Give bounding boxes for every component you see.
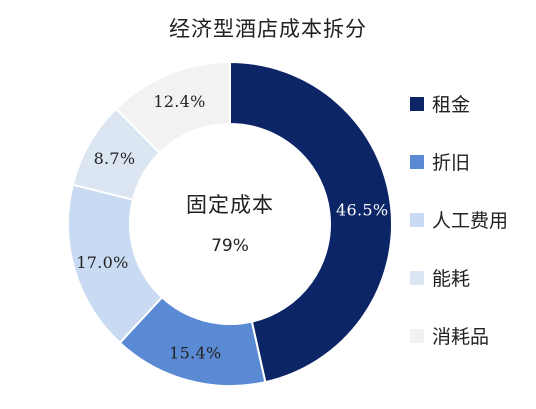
legend-swatch-4 <box>410 329 424 343</box>
slice-label-2: 17.0% <box>76 253 128 272</box>
slice-label-1: 15.4% <box>169 343 221 362</box>
legend-label-4: 消耗品 <box>432 326 489 348</box>
legend-label-3: 能耗 <box>432 268 470 290</box>
legend-item-0: 租金 <box>410 94 470 116</box>
legend-item-1: 折旧 <box>410 152 470 174</box>
legend-swatch-0 <box>410 97 424 111</box>
slice-labels-group: 46.5% 15.4% 17.0% 8.7% 12.4% <box>76 92 388 362</box>
slice-0 <box>229 60 393 384</box>
chart-title: 经济型酒店成本拆分 <box>169 17 367 41</box>
slice-label-3: 8.7% <box>94 149 136 168</box>
legend-swatch-2 <box>410 213 424 227</box>
center-title: 固定成本 <box>186 193 274 217</box>
center-value: 79% <box>211 236 249 256</box>
slice-label-4: 12.4% <box>153 92 205 111</box>
legend-label-0: 租金 <box>432 94 470 116</box>
slice-4 <box>114 60 231 155</box>
legend-label-1: 折旧 <box>432 152 470 174</box>
legend-label-2: 人工费用 <box>432 210 508 232</box>
legend-item-3: 能耗 <box>410 268 470 290</box>
legend-item-4: 消耗品 <box>410 326 489 348</box>
legend-item-2: 人工费用 <box>410 210 508 232</box>
slice-label-0: 46.5% <box>336 200 388 219</box>
slices-group <box>67 60 393 387</box>
legend-swatch-3 <box>410 271 424 285</box>
legend-swatch-1 <box>410 155 424 169</box>
